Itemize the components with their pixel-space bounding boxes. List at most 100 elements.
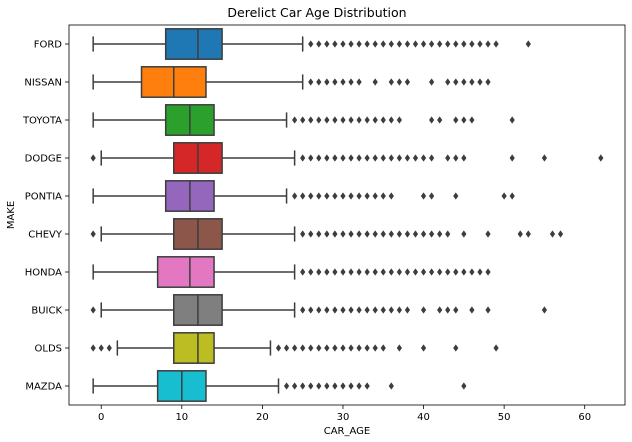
outlier-point [332,116,338,124]
outlier-point [404,230,411,238]
outlier-point [412,268,419,276]
outlier-point [485,306,491,314]
outlier-point [412,230,419,238]
outlier-point [396,40,402,48]
outlier-point [396,230,402,238]
outlier-point [372,40,378,48]
outlier-point [300,306,306,314]
outlier-point [364,268,370,276]
box-olds [173,332,215,364]
outlier-point [308,344,314,352]
outlier-point [429,78,435,86]
x-tick-label: 40 [417,412,430,423]
outlier-point [348,192,354,200]
outlier-point [429,230,435,238]
outlier-point [372,268,378,276]
outlier-point [388,40,394,48]
outlier-point [509,116,515,124]
outlier-point [477,40,483,48]
box-ford [164,28,223,60]
outlier-point [356,382,362,390]
outlier-point [348,40,354,48]
outlier-point [517,230,523,238]
outlier-point [461,268,467,276]
outlier-point [332,192,338,200]
outlier-point [388,230,394,238]
outlier-point [420,306,427,314]
x-tick-label: 50 [498,412,511,423]
outlier-point [340,306,346,314]
outlier-point [445,78,451,86]
outlier-point [308,192,314,200]
outlier-point [356,344,362,352]
outlier-point [372,154,378,162]
outlier-point [372,116,378,124]
outlier-point [396,78,402,86]
outlier-point [364,382,370,390]
outlier-point [453,116,459,124]
y-axis-label: MAKE [6,201,17,229]
outlier-point [316,40,322,48]
outlier-point [541,154,548,162]
category-label: HONDA [25,268,62,279]
outlier-point [388,382,394,390]
outlier-point [437,230,443,238]
x-tick-label: 0 [98,412,104,423]
outlier-point [340,230,346,238]
outlier-point [340,154,346,162]
outlier-point [356,116,362,124]
outlier-point [308,116,314,124]
outlier-point [469,268,475,276]
outlier-point [316,154,322,162]
outlier-point [477,78,483,86]
outlier-point [437,306,443,314]
outlier-point [324,154,330,162]
outlier-point [348,268,354,276]
outlier-point [429,116,435,124]
outlier-point [501,192,507,200]
outlier-point [340,382,346,390]
outlier-point [356,306,362,314]
outlier-point [453,40,459,48]
plot-area: 0 10 20 30 40 50 60 FORD NISSAN TOYOTA DODGE PONTIA… [22,28,604,423]
outlier-point [348,116,354,124]
outlier-point [388,306,394,314]
outlier-point [445,230,451,238]
outlier-point [340,116,346,124]
outlier-point [348,78,354,86]
outlier-point [300,116,306,124]
outlier-point [332,230,338,238]
outlier-point [477,268,483,276]
outlier-point [396,116,402,124]
outlier-point [90,344,96,352]
outlier-point [453,344,459,352]
outlier-point [380,154,386,162]
outlier-point [300,268,306,276]
outlier-point [469,78,475,86]
outlier-point [324,40,330,48]
outlier-point [469,306,475,314]
outlier-point [461,40,467,48]
outlier-point [380,192,386,200]
category-label: BUICK [31,306,62,317]
outlier-point [437,268,443,276]
outlier-point [388,192,394,200]
outlier-point [485,78,491,86]
x-tick-label: 30 [337,412,350,423]
outlier-point [453,154,459,162]
outlier-point [283,382,290,390]
outlier-point [549,230,556,238]
outlier-point [292,116,298,124]
outlier-point [90,154,96,162]
outlier-point [300,230,306,238]
outlier-point [388,78,394,86]
category-label: DODGE [25,154,62,165]
outlier-point [316,230,322,238]
axes-frame [68,24,626,406]
outlier-point [412,40,419,48]
outlier-point [364,116,370,124]
outlier-point [404,154,411,162]
outlier-point [316,344,322,352]
box-honda [156,256,215,288]
